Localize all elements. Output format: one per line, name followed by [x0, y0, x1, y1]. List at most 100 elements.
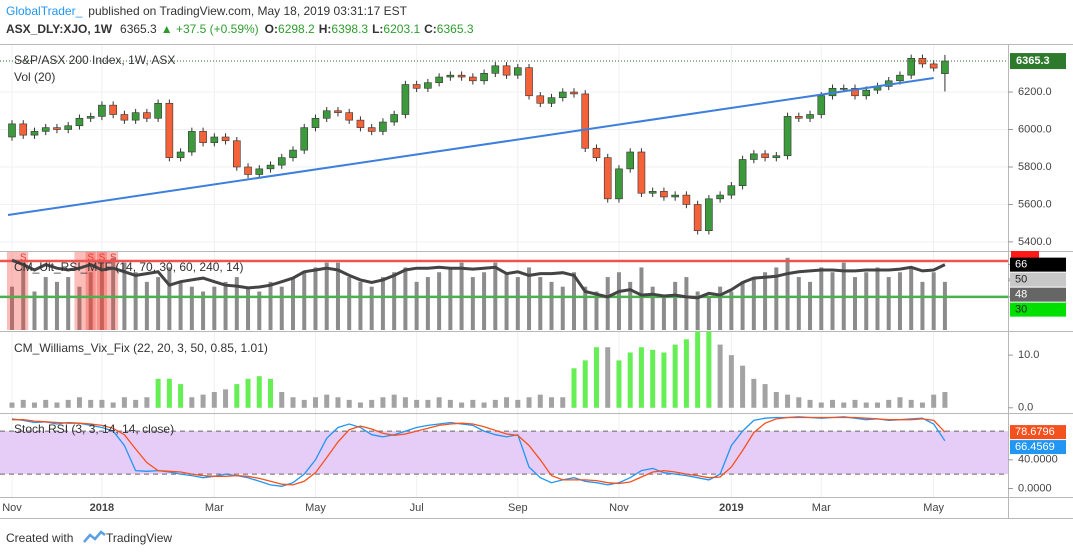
vix-bar	[391, 394, 397, 408]
candle-body	[300, 127, 309, 151]
x-tick-label: 2019	[719, 502, 743, 514]
x-tick-label: Jul	[410, 502, 424, 514]
volume-bar	[268, 281, 273, 330]
last: 6365.3	[120, 22, 157, 36]
vix-bar	[919, 402, 925, 408]
candle-body	[693, 204, 702, 231]
volume-bar	[909, 267, 914, 330]
vix-bar	[65, 399, 71, 408]
candle-body	[154, 102, 162, 119]
l-value: 6203.1	[383, 22, 420, 36]
vix-bar	[88, 399, 94, 408]
vix-bar	[627, 352, 633, 408]
candle-body	[626, 151, 635, 170]
candle-body	[109, 104, 117, 115]
pane-title: S&P/ASX 200 Index, 1W, ASX	[14, 53, 175, 67]
volume-bar	[43, 277, 48, 330]
volume-bar	[763, 272, 768, 330]
vix-bar	[414, 399, 420, 408]
candle-body	[30, 131, 39, 136]
y-tick-label: 0.0	[1018, 402, 1033, 414]
vix-bar	[683, 339, 689, 408]
candle-body	[457, 74, 466, 78]
candle-body	[424, 82, 432, 89]
vix-bar	[234, 384, 240, 408]
volume-bar	[864, 272, 869, 330]
vix-bar	[166, 378, 172, 408]
vix-bar	[99, 399, 105, 408]
candle-body	[603, 157, 612, 200]
volume-bar	[684, 277, 689, 330]
vix-bar	[211, 391, 217, 408]
candle-body	[592, 147, 601, 158]
candle-body	[345, 112, 354, 121]
author[interactable]: GlobalTrader_	[6, 4, 83, 18]
vix-bar	[402, 397, 408, 408]
vix-bar	[357, 402, 363, 408]
vix-bar	[863, 402, 869, 408]
candle-body	[199, 131, 207, 143]
candle-body	[64, 125, 72, 130]
volume-bar	[291, 277, 295, 330]
vix-bar	[459, 402, 465, 408]
vix-bar	[830, 399, 836, 408]
candle-body	[210, 136, 219, 143]
vix-bar	[110, 402, 116, 408]
volume-bar	[167, 267, 172, 330]
footer-brand[interactable]: TradingView	[106, 531, 172, 545]
vix-bar	[728, 355, 734, 408]
candle-body	[367, 127, 376, 132]
y-tick-label: 6000.0	[1018, 123, 1052, 135]
candle-body	[98, 104, 106, 117]
vix-bar	[931, 394, 937, 408]
candle-body	[615, 168, 623, 200]
last-price-box	[1010, 53, 1066, 70]
x-tick-label: Sep	[508, 502, 528, 514]
candle-body	[491, 65, 500, 74]
volume-bar	[246, 286, 251, 330]
vix-bar	[335, 397, 341, 408]
rsi-line	[11, 258, 946, 300]
candle-body	[750, 153, 758, 160]
volume-bar	[751, 277, 756, 330]
vix-bar	[43, 399, 49, 408]
vix-bar	[740, 365, 746, 408]
published: published on TradingView.com, May 18, 20…	[88, 4, 407, 18]
candle-body	[502, 65, 511, 76]
volume-bar	[392, 272, 397, 330]
vix-bar	[605, 347, 611, 408]
vix-bar	[290, 397, 296, 408]
signal-zone	[7, 252, 29, 330]
volume-bar	[808, 281, 813, 330]
vix-bar	[9, 402, 15, 408]
vix-bar	[549, 397, 555, 408]
candle-body	[221, 136, 230, 142]
candle-body	[143, 112, 151, 119]
volume-bar	[133, 272, 138, 330]
candle-body	[289, 149, 297, 158]
candle-body	[131, 112, 140, 121]
last-value-label: 66.4569	[1015, 441, 1055, 453]
y-tick-label: 5400.0	[1018, 236, 1052, 248]
candle-body	[390, 114, 398, 123]
footer: Created with TradingView	[6, 530, 172, 545]
candle-body	[547, 97, 556, 104]
volume-bar	[650, 286, 655, 330]
axis-value-label-box	[1010, 302, 1066, 317]
volume-bar	[403, 267, 408, 330]
vix-bar	[346, 399, 352, 408]
vix-bar	[762, 384, 768, 408]
candle-body	[761, 153, 769, 158]
volume-bar	[77, 286, 82, 330]
vix-bar	[593, 347, 599, 408]
volume-bar	[88, 272, 93, 330]
axis-badge	[1011, 251, 1039, 259]
vix-bar	[301, 399, 307, 408]
vix-bar	[380, 397, 386, 408]
volume-bar	[201, 291, 206, 330]
axis-value-label: 66	[1015, 259, 1027, 271]
volume-bar	[830, 272, 835, 330]
change: ▲ +37.5 (+0.59%)	[161, 22, 259, 36]
volume-bar	[178, 281, 183, 330]
